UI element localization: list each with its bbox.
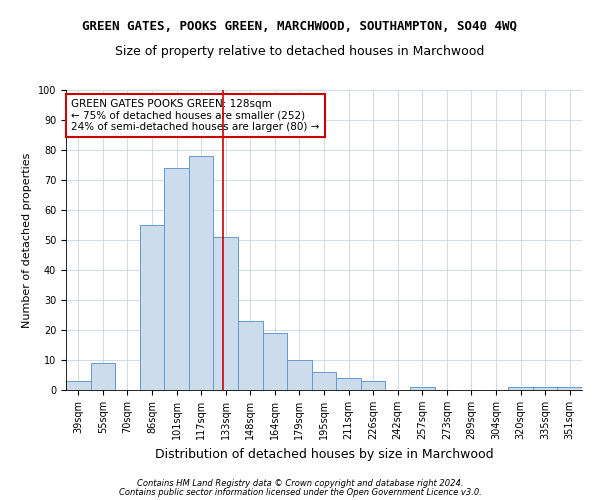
Bar (557, 387, 582, 390)
Y-axis label: Number of detached properties: Number of detached properties (22, 152, 32, 328)
Bar (66, 381, 91, 390)
Bar (312, 372, 336, 390)
X-axis label: Distribution of detached houses by size in Marchwood: Distribution of detached houses by size … (155, 448, 493, 460)
Bar (410, 387, 434, 390)
Bar (189, 156, 214, 390)
Bar (140, 225, 164, 390)
Bar (508, 387, 533, 390)
Bar (361, 381, 385, 390)
Bar (533, 387, 557, 390)
Bar (263, 333, 287, 390)
Bar (287, 360, 312, 390)
Text: GREEN GATES POOKS GREEN: 128sqm
← 75% of detached houses are smaller (252)
24% o: GREEN GATES POOKS GREEN: 128sqm ← 75% of… (71, 99, 320, 132)
Text: GREEN GATES, POOKS GREEN, MARCHWOOD, SOUTHAMPTON, SO40 4WQ: GREEN GATES, POOKS GREEN, MARCHWOOD, SOU… (83, 20, 517, 33)
Bar (238, 321, 263, 390)
Text: Contains public sector information licensed under the Open Government Licence v3: Contains public sector information licen… (119, 488, 481, 497)
Bar (164, 168, 189, 390)
Bar (336, 378, 361, 390)
Bar (214, 237, 238, 390)
Text: Contains HM Land Registry data © Crown copyright and database right 2024.: Contains HM Land Registry data © Crown c… (137, 478, 463, 488)
Bar (91, 363, 115, 390)
Text: Size of property relative to detached houses in Marchwood: Size of property relative to detached ho… (115, 45, 485, 58)
